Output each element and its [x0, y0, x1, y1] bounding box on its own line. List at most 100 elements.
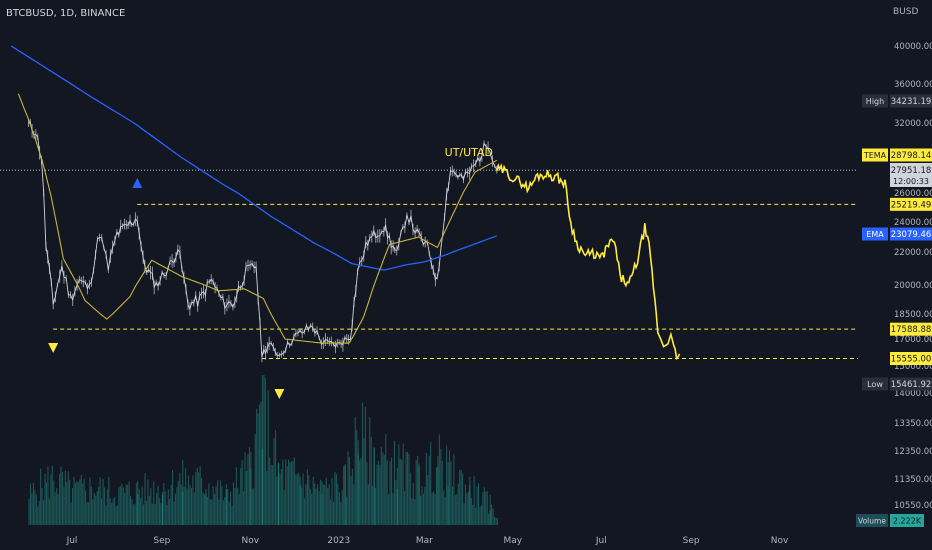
volume-bar	[218, 499, 220, 525]
volume-bar	[54, 492, 56, 525]
time-axis: Jul Sep Nov 2023 Mar May Jul Sep Nov	[66, 536, 789, 546]
volume-bar	[301, 487, 303, 525]
volume-bar	[324, 484, 326, 525]
volume-bar	[61, 471, 63, 525]
time-tick-label: 2023	[327, 536, 350, 546]
price-tick-label: 20000.00	[894, 281, 932, 291]
buy-signal-marker	[132, 178, 143, 188]
volume-bar	[60, 466, 62, 525]
volume-bar	[489, 494, 491, 525]
volume-bar	[172, 469, 174, 525]
volume-bar	[137, 481, 139, 525]
price-tick-label: 26000.00	[894, 189, 932, 199]
volume-bar	[53, 480, 55, 525]
volume-bar	[457, 483, 459, 525]
volume-bar	[418, 463, 420, 525]
volume-bar	[159, 498, 161, 525]
volume-bar	[317, 484, 319, 525]
volume-bar	[396, 467, 398, 525]
volume-bar	[356, 430, 358, 525]
volume-bar	[72, 488, 74, 525]
volume-bar	[433, 491, 435, 525]
volume-bar	[486, 491, 488, 525]
low-tag-label: Low	[867, 380, 883, 389]
volume-bar	[156, 493, 158, 525]
volume-bar	[88, 502, 90, 525]
price-tick-label: 15000.00	[894, 362, 932, 372]
volume-bar	[264, 378, 266, 525]
low-value-box	[890, 377, 932, 391]
volume-bar	[466, 493, 468, 525]
price-tick-label: 11350.00	[894, 475, 932, 485]
volume-bar	[482, 492, 484, 525]
volume-bar	[286, 466, 288, 525]
high-tag-label: High	[866, 97, 884, 106]
volume-bar	[37, 506, 39, 525]
volume-bar	[449, 450, 451, 525]
volume-bar	[193, 492, 195, 525]
volume-bar	[127, 485, 129, 525]
volume-bar	[463, 503, 465, 525]
volume-bar	[492, 508, 494, 525]
volume-bar	[167, 489, 169, 525]
volume-bar	[227, 489, 229, 525]
price-tick-label: 17000.00	[894, 335, 932, 345]
volume-bar	[130, 495, 132, 525]
volume-bar	[435, 467, 437, 525]
volume-bar	[338, 492, 340, 525]
volume-bar	[141, 486, 143, 525]
volume-bar	[443, 490, 445, 525]
volume-bar	[201, 478, 203, 525]
volume-bar	[225, 489, 227, 525]
volume-bar	[144, 473, 146, 525]
volume-bar	[56, 487, 58, 525]
volume-bar	[331, 477, 333, 525]
volume-bar	[351, 468, 353, 525]
volume-bar	[404, 491, 406, 525]
volume-bar	[66, 481, 68, 525]
volume-bar	[304, 498, 306, 525]
volume-bar	[417, 455, 419, 525]
volume-bar	[219, 480, 221, 525]
volume-bar	[460, 470, 462, 525]
volume-bar	[214, 494, 216, 525]
volume-bar	[235, 467, 237, 525]
price-tick-label: 40000.00	[894, 42, 932, 52]
volume-bar	[377, 460, 379, 525]
volume-bar	[333, 501, 335, 525]
high-tag	[862, 94, 888, 108]
volume-bar	[459, 469, 461, 525]
volume-bar	[232, 482, 234, 525]
volume-bar	[182, 491, 184, 525]
volume-bar	[411, 498, 413, 525]
middle-level-value: 17588.88	[891, 325, 932, 335]
upper-level-value-box	[890, 197, 932, 211]
volume-bar	[44, 473, 46, 525]
volume-bar	[475, 507, 477, 525]
volume-bar	[196, 467, 198, 525]
volume-bar	[259, 404, 261, 525]
volume-bar	[209, 499, 211, 525]
volume-bar	[491, 504, 493, 525]
volume-bar	[150, 488, 152, 525]
volume-bar	[174, 493, 176, 525]
volume-bar	[412, 483, 414, 525]
volume-bar	[437, 467, 439, 525]
volume-bar	[454, 495, 456, 525]
volume-bar	[372, 486, 374, 525]
volume-bar	[185, 468, 187, 525]
volume-bar	[89, 477, 91, 525]
sell-signal-marker	[274, 389, 285, 399]
volume-bar	[160, 503, 162, 525]
volume-bar	[257, 413, 259, 525]
volume-bar	[489, 510, 491, 525]
volume-bar	[260, 401, 262, 525]
volume-bar	[269, 457, 271, 525]
volume-bar	[79, 479, 81, 525]
volume-bar	[253, 488, 255, 525]
volume-bar	[198, 472, 200, 525]
volume-bar	[132, 504, 134, 525]
volume-bar	[82, 483, 84, 525]
volume-bar	[289, 462, 291, 525]
